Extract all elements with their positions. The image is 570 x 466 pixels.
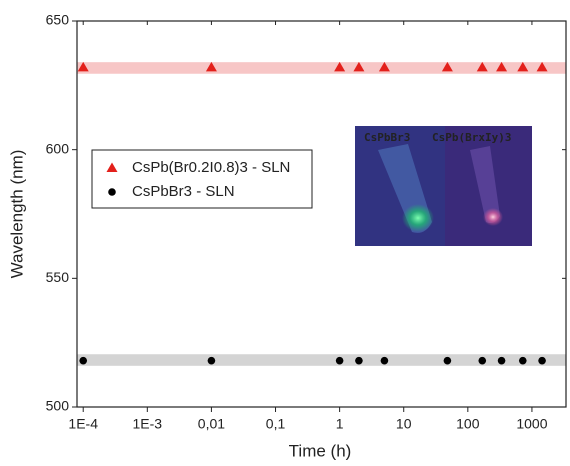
legend-text: CsPbBr3 - SLN (132, 183, 235, 200)
x-tick-label: 1E-3 (133, 416, 163, 432)
x-axis-title: Time (h) (289, 441, 352, 460)
point (518, 356, 527, 365)
x-tick-label: 10 (396, 416, 412, 432)
x-tick-label: 100 (456, 416, 480, 432)
point (353, 61, 365, 72)
point (77, 61, 89, 72)
inset-label: CsPb(BrxIy)3 (432, 131, 511, 144)
point (443, 356, 452, 365)
point (538, 356, 546, 365)
point (497, 356, 506, 365)
legend-marker (108, 188, 116, 196)
point (478, 356, 487, 365)
point (536, 61, 548, 72)
point (476, 61, 488, 72)
y-tick-label: 500 (46, 398, 70, 414)
point (380, 356, 389, 365)
band (77, 62, 566, 74)
point (355, 356, 363, 365)
legend-box (91, 149, 313, 209)
point (496, 61, 508, 72)
point (441, 61, 453, 72)
point (79, 356, 88, 365)
point (517, 61, 529, 72)
x-tick-label: 0,01 (198, 416, 225, 432)
legend-marker (106, 162, 118, 172)
y-tick-label: 550 (46, 269, 70, 285)
point (334, 61, 346, 72)
y-axis-title: Wavelength (nm) (7, 150, 26, 279)
y-tick-label: 650 (46, 12, 70, 28)
band (77, 354, 566, 366)
x-tick-label: 1 (336, 416, 344, 432)
point (205, 61, 217, 72)
plot-frame (76, 20, 567, 408)
x-tick-label: 1E-4 (68, 416, 98, 432)
point (378, 61, 390, 72)
x-tick-label: 0,1 (266, 416, 286, 432)
legend-text: CsPb(Br0.2I0.8)3 - SLN (132, 159, 290, 176)
point (335, 356, 344, 365)
inset-label: CsPbBr3 (364, 131, 410, 144)
y-tick-label: 600 (46, 140, 70, 156)
inset-photo (355, 126, 532, 246)
point (207, 356, 216, 365)
x-tick-label: 1000 (516, 416, 547, 432)
